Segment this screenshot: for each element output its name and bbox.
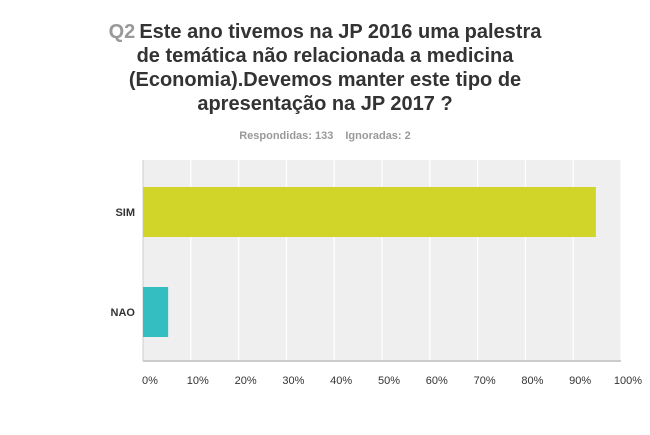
x-tick-label: 10% bbox=[187, 375, 209, 387]
question-text: Este ano tivemos na JP 2016 uma palestra… bbox=[128, 21, 542, 115]
bar-nao bbox=[143, 287, 169, 337]
skipped-count: Ignoradas: 2 bbox=[345, 130, 411, 142]
x-tick-label: 80% bbox=[521, 375, 543, 387]
x-tick-label: 70% bbox=[474, 375, 496, 387]
answered-count: Respondidas: 133 bbox=[239, 130, 334, 142]
x-tick-label: 50% bbox=[378, 375, 400, 387]
x-tick-label: 20% bbox=[235, 375, 257, 387]
x-tick-label: 90% bbox=[569, 375, 591, 387]
x-tick-label: 0% bbox=[142, 375, 158, 387]
y-category-label: NAO bbox=[111, 307, 136, 319]
bar-sim bbox=[143, 187, 596, 237]
question-title: Q2 Este ano tivemos na JP 2016 uma palest… bbox=[100, 20, 550, 116]
question-number: Q2 bbox=[108, 21, 136, 43]
x-tick-label: 30% bbox=[282, 375, 304, 387]
x-tick-label: 40% bbox=[330, 375, 352, 387]
x-tick-label: 100% bbox=[614, 375, 642, 387]
response-stats: Respondidas: 133 Ignoradas: 2 bbox=[0, 130, 650, 142]
y-category-label: SIM bbox=[115, 207, 135, 219]
x-tick-label: 60% bbox=[426, 375, 448, 387]
